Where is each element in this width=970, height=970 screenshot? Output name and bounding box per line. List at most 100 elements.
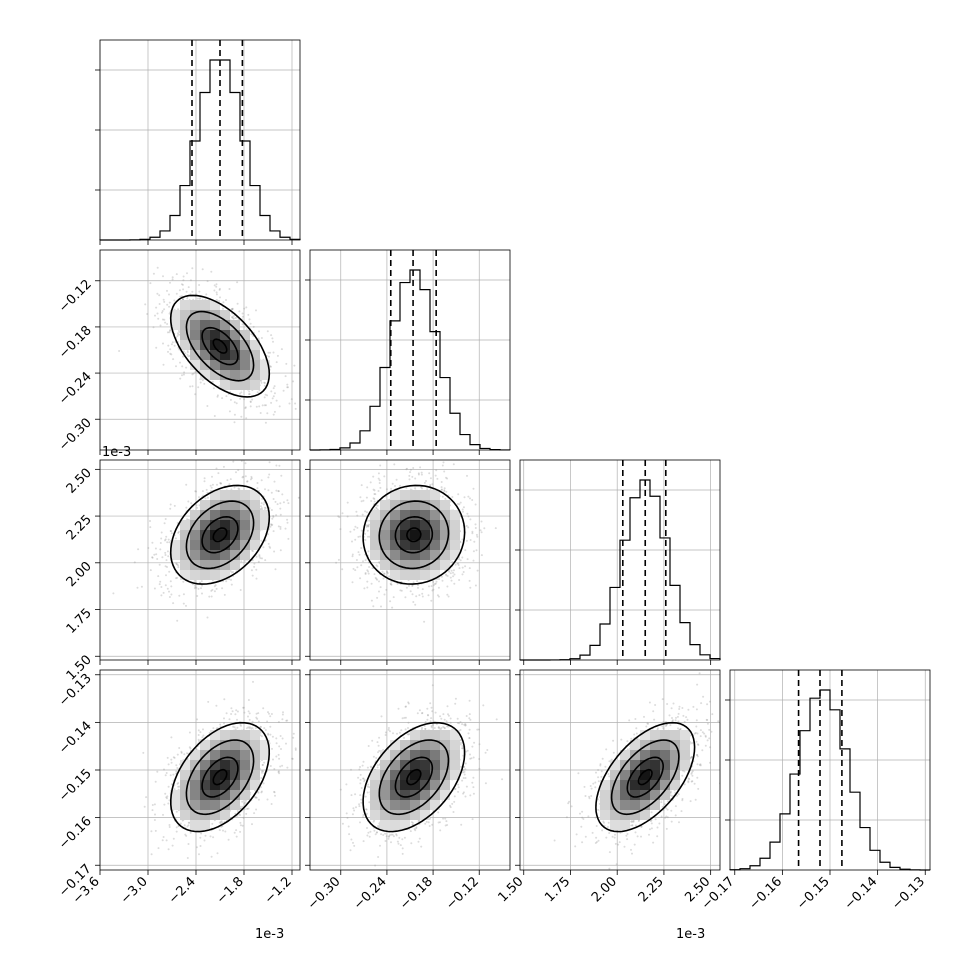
scatter-point [248,393,251,396]
density-cell [200,300,210,310]
density-cell [210,340,220,350]
scatter-point [409,471,412,474]
scatter-point [392,596,395,599]
scatter-point [236,281,239,284]
scatter-point [458,503,461,506]
y-tick-label: 1.75 [64,606,95,637]
scatter-point [284,527,287,530]
density-cell [200,550,210,560]
density-cell [240,530,250,540]
density-cell [410,530,420,540]
density-cell [240,340,250,350]
scatter-point [467,526,470,529]
scatter-point [273,480,276,483]
scatter-point [142,751,145,754]
density-cell [210,490,220,500]
scatter-point [180,283,183,286]
density-cell [180,570,190,580]
scatter-point [277,490,280,493]
scatter-point [420,473,423,476]
scatter-point [412,467,415,469]
density-cell [210,540,220,550]
density-cell [450,530,460,540]
histogram-panel-3 [725,669,931,871]
scatter-point [390,583,393,586]
density-cell [240,520,250,530]
scatter-point [404,596,407,599]
scatter-point [364,573,367,575]
scatter-point [263,384,266,387]
scatter-point [204,298,207,301]
scatter-point [213,590,216,593]
density-cell [190,570,200,580]
scatter-point [405,468,408,471]
scatter-point [405,486,408,489]
scatter-point [168,570,171,573]
density-cell [200,560,210,570]
scatter-point [474,527,477,529]
scatter-point [244,475,247,478]
scatter-point [233,413,236,416]
scatter-point [272,340,274,343]
density-cell [410,490,420,500]
density-cell [210,510,220,520]
density-cell [190,540,200,550]
scatter-point [170,530,172,533]
scatter-point [381,570,384,573]
scatter-point [196,595,199,597]
scatter-point [164,565,167,568]
scatter-point [464,565,467,568]
scatter-point [260,337,263,339]
density-cell [450,540,460,550]
scatter-point [409,590,412,593]
scatter-point [249,405,252,408]
histogram-panel-2 [515,459,721,661]
scatter-point [378,590,380,593]
scatter-point [273,550,276,553]
scatter-point [379,486,382,489]
scatter-point [160,586,163,588]
y-axis-2-1 [305,468,310,657]
scatter-point [261,497,264,500]
scatter-point [287,502,290,505]
scatter-point [158,294,161,297]
scatter-point [370,500,373,502]
scatter-point [178,594,181,597]
scatter-point [285,362,288,365]
scatter-point [364,572,367,574]
scatter-point [241,315,244,318]
scatter-point [408,584,410,587]
scatter-point [257,560,260,563]
scatter-point [228,483,231,486]
scatter-point [255,555,258,558]
scatter-point [371,567,374,570]
scatter-point [243,307,246,310]
scatter-point [411,585,414,587]
density-cell [390,570,400,580]
scatter-point [461,508,464,511]
density-cell [250,510,260,520]
scatter-point [467,495,470,498]
scatter-point [268,545,271,548]
scatter-point [247,313,250,316]
scatter-point [440,481,443,483]
scatter-point [175,365,177,368]
density-cell [430,570,440,580]
density-cell [220,540,230,550]
panel-content [100,250,300,450]
scatter-point [199,381,202,384]
scatter-point [177,308,180,311]
scatter-point [230,707,233,710]
scatter-point [203,382,206,385]
density-cell [240,350,250,360]
scatter-point [163,300,166,303]
scatter-point [164,554,167,556]
scatter-point [442,461,445,464]
scatter-point [362,499,365,502]
density-cell [200,360,210,370]
scatter-point [166,550,169,553]
x-axis-2-1 [340,660,480,665]
scatter-point [417,472,420,475]
density-cell [220,380,230,390]
scatter-point [286,521,289,524]
